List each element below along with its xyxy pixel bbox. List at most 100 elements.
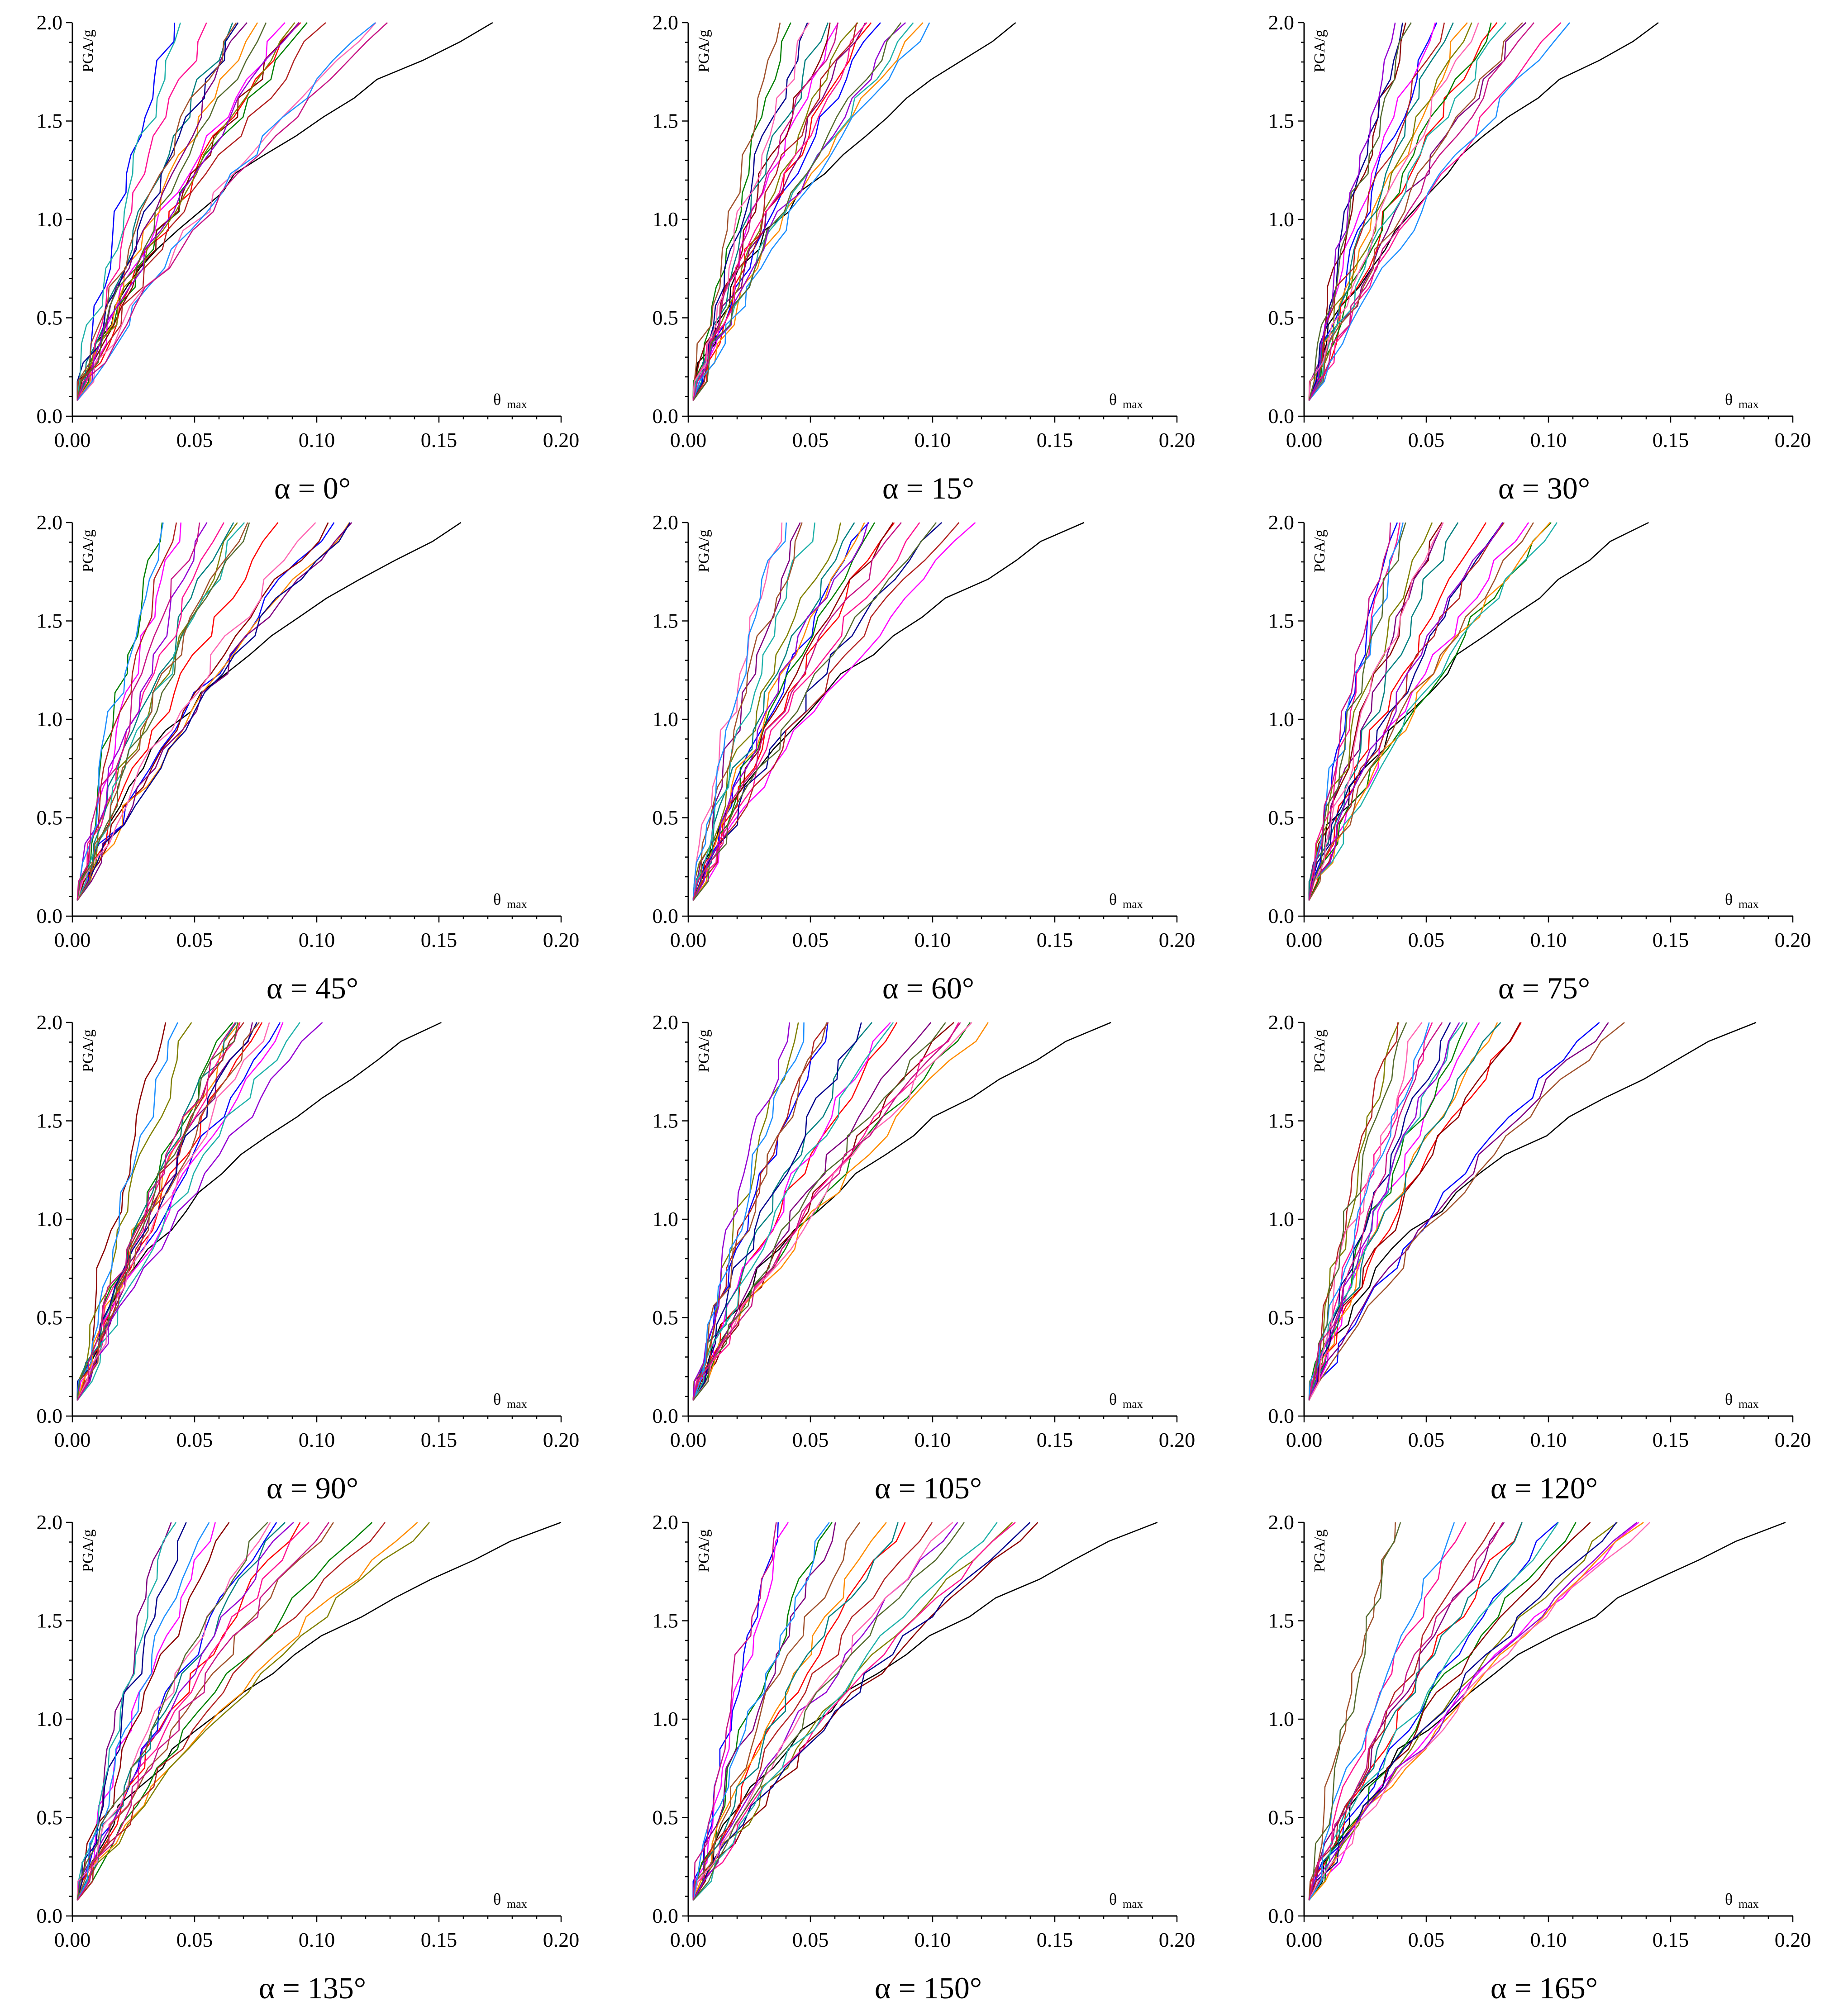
series-line [1308, 522, 1433, 901]
chart-svg: 0.00 0.05 0.10 0.15 0.20 0.0 0.5 1.0 1.5 2.0 PGA/g… [1268, 11, 1811, 452]
y-tick-label: 0.5 [653, 1806, 679, 1829]
series-line [1308, 22, 1472, 401]
x-axis-label-subscript: max [507, 398, 527, 411]
y-tick-label: 1.5 [37, 1109, 63, 1132]
y-tick-label: 0.5 [653, 306, 679, 329]
y-tick-label: 2.0 [1268, 1011, 1295, 1034]
y-axis-label: PGA/g [1311, 530, 1328, 572]
panel-caption: α = 15° [882, 471, 975, 505]
series-line [692, 1522, 861, 1901]
series-line [76, 522, 200, 901]
y-tick-label: 1.0 [37, 708, 63, 731]
series-line [76, 522, 351, 901]
chart-svg: 0.00 0.05 0.10 0.15 0.20 0.0 0.5 1.0 1.5 2.0 PGA/g… [1268, 1511, 1811, 1951]
series-line [76, 22, 176, 401]
chart-svg: 0.00 0.05 0.10 0.15 0.20 0.0 0.5 1.0 1.5 2.0 PGA/g… [37, 511, 580, 951]
x-tick-label: 0.15 [1653, 1928, 1689, 1951]
series-line [76, 1022, 442, 1401]
x-tick-label: 0.20 [543, 428, 580, 452]
x-tick-label: 0.00 [54, 1428, 91, 1451]
series-line [692, 1022, 829, 1401]
series-line [76, 22, 300, 401]
series-line [1308, 1022, 1501, 1401]
x-tick-label: 0.20 [543, 1428, 580, 1451]
series-line [1308, 1022, 1600, 1401]
chart-svg: 0.00 0.05 0.10 0.15 0.20 0.0 0.5 1.0 1.5 2.0 PGA/g… [37, 1511, 580, 1951]
x-tick-label: 0.20 [1159, 428, 1195, 452]
y-tick-label: 1.0 [1268, 708, 1295, 731]
y-tick-label: 0.5 [37, 1806, 63, 1829]
chart-svg: 0.00 0.05 0.10 0.15 0.20 0.0 0.5 1.0 1.5 2.0 PGA/g… [1268, 511, 1811, 951]
series-line [692, 522, 803, 901]
y-tick-label: 1.5 [37, 1609, 63, 1632]
series-line [76, 1522, 430, 1901]
panel-caption: α = 165° [1490, 1971, 1598, 2005]
axes [1303, 1522, 1793, 1917]
x-tick-label: 0.10 [299, 1428, 335, 1451]
series-line [76, 522, 329, 901]
chart-panel: 0.00 0.05 0.10 0.15 0.20 0.0 0.5 1.0 1.5 2.0 PGA/g… [620, 1500, 1236, 2005]
series-line [1308, 522, 1552, 901]
y-tick-label: 1.0 [653, 208, 679, 231]
series-line [76, 1022, 179, 1401]
chart-svg: 0.00 0.05 0.10 0.15 0.20 0.0 0.5 1.0 1.5 2.0 PGA/g… [653, 11, 1195, 452]
y-tick-label: 0.0 [1268, 1404, 1295, 1427]
series-line [692, 22, 857, 401]
y-tick-label: 1.0 [37, 1207, 63, 1231]
y-tick-label: 0.5 [1268, 1306, 1295, 1329]
chart-panel: 0.00 0.05 0.10 0.15 0.20 0.0 0.5 1.0 1.5 2.0 PGA/g… [5, 500, 620, 1005]
series-line [76, 1522, 294, 1901]
x-tick-label: 0.05 [176, 1428, 213, 1451]
series-line [76, 1522, 230, 1901]
series-line [692, 1022, 828, 1401]
x-axis-label-subscript: max [1123, 1897, 1143, 1911]
series-line [692, 22, 902, 401]
series-line [692, 522, 815, 901]
series-line [1308, 522, 1503, 901]
series-line [76, 522, 234, 901]
series-line [1308, 1522, 1396, 1901]
x-tick-label: 0.05 [1408, 1928, 1445, 1951]
panel-caption: α = 0° [274, 471, 351, 505]
series-line [1308, 522, 1504, 901]
x-axis-label: θ [1725, 390, 1733, 409]
series-line [76, 522, 248, 901]
y-tick-label: 0.0 [37, 404, 63, 428]
y-tick-label: 1.5 [37, 609, 63, 632]
series-line [76, 22, 267, 401]
series-line [692, 22, 881, 401]
series-line [1308, 1022, 1423, 1401]
x-tick-label: 0.05 [176, 928, 213, 951]
series-line [692, 1522, 887, 1901]
series-line [76, 1522, 334, 1901]
y-tick-label: 1.0 [653, 1207, 679, 1231]
series-line [692, 522, 865, 901]
series-line [1308, 1022, 1443, 1401]
series-line [692, 1022, 959, 1401]
x-tick-label: 0.05 [176, 1928, 213, 1951]
x-tick-label: 0.15 [1037, 428, 1073, 452]
series-line [76, 1522, 418, 1901]
series-line [76, 22, 233, 401]
x-tick-label: 0.00 [670, 1928, 707, 1951]
y-tick-label: 0.0 [1268, 1904, 1295, 1927]
y-tick-label: 1.0 [37, 1707, 63, 1730]
x-tick-label: 0.10 [914, 1928, 951, 1951]
series-line [76, 22, 207, 401]
series-line [692, 1522, 965, 1901]
series-line [76, 1522, 373, 1901]
panel-caption: α = 90° [266, 1471, 359, 1505]
series-line [692, 522, 942, 901]
y-tick-label: 2.0 [653, 1011, 679, 1034]
x-tick-label: 0.20 [1159, 928, 1195, 951]
series-line [76, 1521, 562, 1901]
series-line [76, 1522, 210, 1901]
x-axis-label-subscript: max [1123, 1398, 1143, 1411]
y-tick-label: 2.0 [1268, 1511, 1295, 1534]
chart-panel: 0.00 0.05 0.10 0.15 0.20 0.0 0.5 1.0 1.5 2.0 PGA/g… [620, 0, 1236, 505]
chart-svg: 0.00 0.05 0.10 0.15 0.20 0.0 0.5 1.0 1.5 2.0 PGA/g… [37, 1011, 580, 1451]
x-tick-label: 0.00 [670, 1428, 707, 1451]
series-line [1308, 1022, 1430, 1401]
series-line [1308, 22, 1454, 401]
series-line [1308, 522, 1487, 901]
